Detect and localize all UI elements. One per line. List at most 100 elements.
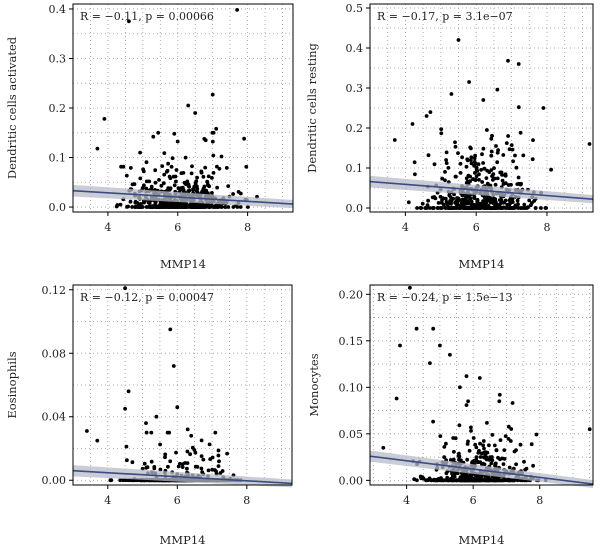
data-point xyxy=(510,197,515,201)
data-point xyxy=(185,449,190,454)
data-point xyxy=(436,201,441,205)
data-point xyxy=(205,179,210,184)
data-point xyxy=(442,455,447,459)
data-point xyxy=(508,206,513,210)
data-point xyxy=(468,179,473,184)
data-point xyxy=(175,202,180,207)
data-point xyxy=(170,156,175,161)
data-point xyxy=(427,206,432,210)
data-point xyxy=(442,202,446,207)
data-point xyxy=(506,424,511,429)
data-point xyxy=(472,156,477,161)
data-point xyxy=(130,460,135,465)
data-point xyxy=(138,205,143,209)
data-point xyxy=(201,190,205,195)
data-point xyxy=(161,181,166,186)
data-point xyxy=(163,452,168,457)
data-point xyxy=(444,150,449,155)
data-point xyxy=(215,185,220,190)
x-axis-title: MMP14 xyxy=(459,533,505,547)
data-point xyxy=(458,385,462,390)
x-tick-label: 4 xyxy=(403,494,410,507)
data-point xyxy=(206,174,211,179)
data-point xyxy=(140,186,145,190)
data-point xyxy=(485,181,490,186)
data-point xyxy=(185,427,190,432)
y-tick-label: 0.3 xyxy=(49,52,67,65)
x-tick-label: 6 xyxy=(470,494,477,507)
data-point xyxy=(235,7,240,12)
data-point xyxy=(474,174,479,179)
data-point xyxy=(443,196,448,201)
data-point xyxy=(481,146,486,151)
data-point xyxy=(210,455,215,460)
data-point xyxy=(408,285,412,290)
data-point xyxy=(211,153,216,158)
data-point xyxy=(528,203,533,208)
data-point xyxy=(175,139,180,144)
data-point xyxy=(156,130,161,135)
data-point xyxy=(216,448,221,453)
data-point xyxy=(447,193,452,198)
data-point xyxy=(209,204,213,209)
data-point xyxy=(489,153,494,158)
data-point xyxy=(183,155,188,160)
data-point xyxy=(451,473,455,478)
data-point xyxy=(448,352,452,357)
data-points xyxy=(85,286,243,483)
data-point xyxy=(412,160,417,165)
data-point xyxy=(456,454,461,458)
data-point xyxy=(497,399,502,404)
confidence-band xyxy=(73,184,293,209)
data-point xyxy=(174,168,179,172)
data-point xyxy=(443,478,447,483)
data-point xyxy=(443,206,448,210)
data-point xyxy=(218,204,223,208)
data-point xyxy=(149,459,154,464)
data-point xyxy=(451,457,456,462)
data-point xyxy=(424,206,429,210)
data-point xyxy=(506,134,510,138)
data-point xyxy=(497,478,502,483)
data-point xyxy=(507,198,512,203)
data-point xyxy=(501,205,506,210)
data-point xyxy=(128,166,133,170)
data-point xyxy=(497,198,502,202)
data-point xyxy=(464,403,469,407)
data-point xyxy=(213,430,218,435)
y-tick-label: 0.15 xyxy=(339,335,364,348)
data-point xyxy=(439,131,444,136)
data-point xyxy=(530,157,535,162)
data-point xyxy=(463,206,468,210)
data-point xyxy=(207,184,212,189)
data-point xyxy=(481,439,486,443)
data-point xyxy=(133,199,138,204)
data-point xyxy=(506,478,511,483)
data-point xyxy=(215,164,219,169)
data-point xyxy=(484,176,489,181)
data-point xyxy=(214,126,219,131)
data-point xyxy=(133,205,137,209)
data-point xyxy=(427,476,432,481)
data-point xyxy=(543,206,548,210)
plot-frame xyxy=(369,284,594,486)
data-point xyxy=(163,455,167,460)
data-point xyxy=(167,430,172,435)
data-point xyxy=(490,458,495,463)
data-point xyxy=(481,461,485,466)
data-point xyxy=(496,148,500,153)
data-point xyxy=(532,199,537,203)
data-point xyxy=(199,169,204,174)
data-point xyxy=(186,189,191,193)
data-point xyxy=(475,199,480,204)
data-point xyxy=(211,171,216,175)
data-point xyxy=(201,174,206,179)
data-point xyxy=(514,165,519,170)
data-point xyxy=(475,478,479,483)
data-point xyxy=(489,149,494,154)
data-point xyxy=(203,138,208,143)
regression-line xyxy=(72,189,294,205)
data-point xyxy=(481,443,485,448)
data-point xyxy=(214,469,218,474)
data-point xyxy=(431,419,435,424)
